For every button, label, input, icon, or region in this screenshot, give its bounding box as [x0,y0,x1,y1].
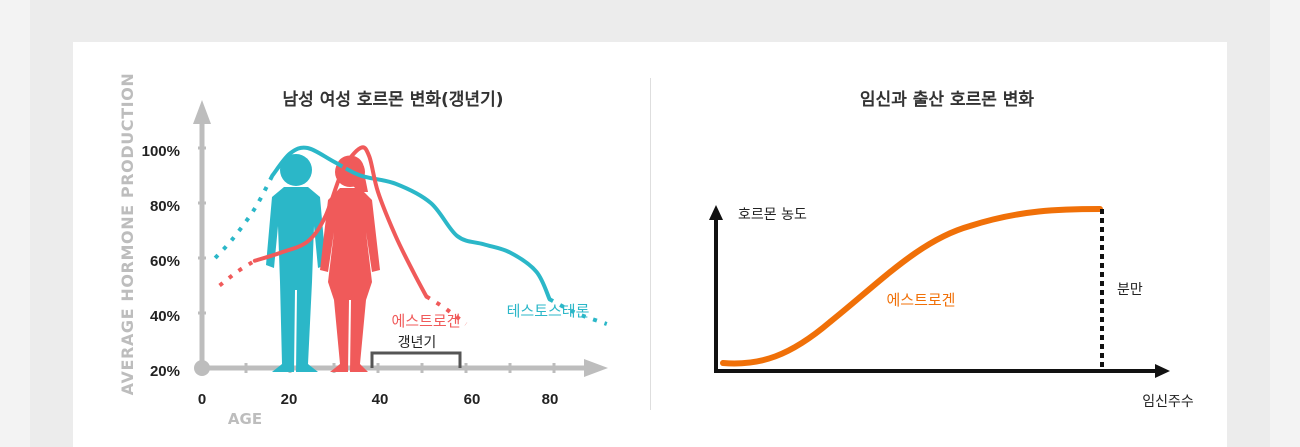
estrogen-series-label: 에스트로겐 [391,312,460,330]
left-x-axis-arrow [584,359,608,377]
y-tick-label: 20% [150,363,180,380]
x-tick-label: 80 [542,391,559,408]
x-tick-label: 20 [281,391,298,408]
x-tick-label: 0 [198,391,206,408]
delivery-label: 분만 [1117,282,1143,298]
right-y-axis-label: 호르몬 농도 [738,207,807,223]
estrogen-dotted-line [218,259,256,288]
y-tick-label: 40% [150,308,180,325]
pregnancy-estrogen-curve [720,206,1103,367]
left-chart-title: 남성 여성 호르몬 변화(갱년기) [283,90,504,110]
left-series-group [213,145,608,326]
right-x-axis-arrow [1155,364,1170,378]
menopause-label: 갱년기 [398,335,437,351]
menopause-bracket [370,351,462,368]
testosterone-series-label: 테스토스테론 [507,302,590,320]
left-y-axis-label: AVERAGE HORMONE PRODUCTION [118,73,137,396]
pregnancy-estrogen-label: 에스트로겐 [886,291,955,309]
left-axes [193,100,608,377]
x-tick-label: 40 [372,391,389,408]
estrogen-line [252,145,429,299]
male-silhouette-icon [266,154,326,372]
y-tick-label: 100% [142,143,180,160]
x-tick-label: 60 [464,391,481,408]
y-tick-label: 80% [150,198,180,215]
female-silhouette-icon [320,155,380,372]
left-y-axis-arrow [193,100,211,124]
right-x-axis-label: 임신주수 [1142,394,1194,410]
right-chart-title: 임신과 출산 호르몬 변화 [860,89,1035,110]
panel-divider [650,78,651,410]
right-axes [709,205,1170,378]
right-y-axis-arrow [709,205,723,220]
left-y-tick-marks [198,146,206,370]
y-tick-label: 60% [150,253,180,270]
testosterone-dotted-line [213,174,275,260]
left-x-axis-label: AGE [228,410,262,428]
testosterone-line [270,145,552,302]
